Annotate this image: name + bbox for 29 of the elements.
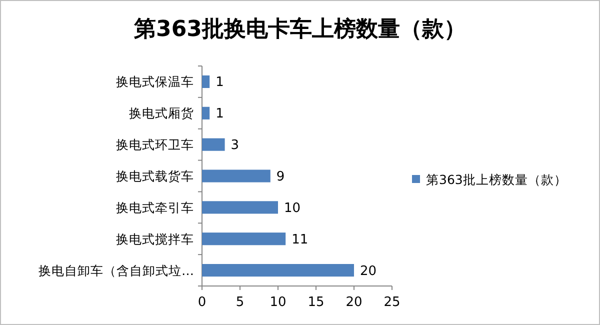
bar — [202, 201, 278, 214]
y-tick-label: 换电式厢货 — [129, 106, 194, 121]
y-tick-label: 换电式环卫车 — [116, 137, 194, 152]
data-label: 20 — [360, 264, 377, 279]
x-tick-label: 0 — [198, 295, 206, 310]
chart-title: 第363批换电卡车上榜数量（款） — [133, 16, 466, 42]
data-label: 11 — [292, 232, 308, 248]
data-label: 1 — [216, 75, 224, 90]
y-tick-label: 换电式牵引车 — [116, 200, 194, 215]
y-tick-label: 换电自卸车（含自卸式垃… — [38, 262, 194, 278]
data-label: 9 — [276, 170, 285, 184]
y-tick-label: 换电式搅拌车 — [116, 231, 194, 246]
x-tick-label: 15 — [308, 295, 324, 310]
bar — [202, 232, 286, 246]
y-tick-label: 换电式保温车 — [116, 74, 194, 90]
bar — [202, 75, 210, 88]
y-tick-label: 换电式载货车 — [116, 168, 194, 184]
bar — [202, 170, 270, 182]
x-tick-label: 25 — [384, 295, 400, 310]
bar — [202, 264, 354, 277]
data-label: 3 — [230, 138, 240, 154]
x-tick-label: 10 — [270, 295, 286, 310]
x-tick-label: 20 — [346, 295, 362, 310]
data-label: 10 — [284, 200, 301, 216]
x-tick-label: 5 — [236, 295, 244, 310]
data-label: 1 — [216, 106, 224, 122]
legend-label: 第363批上榜数量（款） — [426, 172, 567, 187]
bar — [202, 138, 225, 151]
bar — [202, 106, 210, 120]
